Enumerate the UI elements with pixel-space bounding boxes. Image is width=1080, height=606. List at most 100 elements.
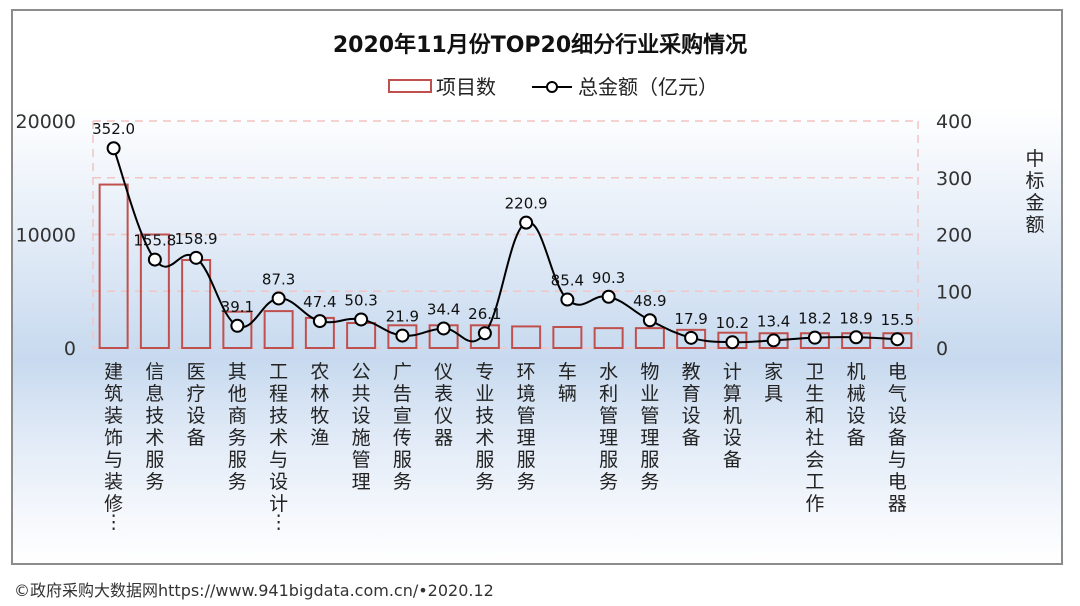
category-char: 理 — [640, 427, 659, 449]
category-char: 术 — [269, 427, 288, 449]
category-char: 业 — [640, 383, 659, 405]
category-char: 设 — [682, 405, 701, 427]
category-char: 育 — [682, 383, 701, 405]
category-char: 技 — [269, 405, 288, 427]
category-char: 服 — [228, 449, 247, 471]
category-char: 机 — [723, 405, 742, 427]
bar — [181, 259, 212, 350]
data-label: 26.1 — [468, 305, 501, 323]
data-label: 18.2 — [798, 310, 831, 328]
category-char: 辆 — [558, 383, 577, 405]
category-char: 算 — [723, 383, 742, 405]
category-char: 务 — [228, 471, 247, 493]
category-char: 他 — [228, 383, 247, 405]
amount-line — [112, 147, 898, 344]
bar — [593, 327, 624, 350]
category-char: 物 — [640, 361, 659, 383]
category-char: 务 — [228, 427, 247, 449]
category-char: 饰 — [104, 427, 123, 449]
chart-frame — [11, 9, 1063, 565]
category-char: 渔 — [310, 427, 329, 449]
line-marker — [354, 312, 369, 327]
category-char: 传 — [393, 427, 412, 449]
y-left-tick-label: 10000 — [16, 225, 76, 247]
data-label: 13.4 — [757, 312, 790, 330]
data-label: 158.9 — [175, 230, 218, 248]
line-marker — [271, 291, 286, 306]
category-char: 管 — [640, 405, 659, 427]
category-char: 械 — [847, 383, 866, 405]
category-char: 其 — [228, 361, 247, 383]
category-char: 共 — [352, 383, 371, 405]
category-char: 与 — [269, 449, 288, 471]
category-char: 建 — [104, 361, 123, 383]
category-char: 林 — [310, 383, 329, 405]
legend: 项目数 总金额（亿元） — [388, 75, 718, 99]
category-char: 服 — [475, 449, 494, 471]
y-axis-left: 0 10000 20000 — [16, 111, 76, 360]
category-char: 境 — [517, 383, 536, 405]
x-axis-categories: 建筑装饰与装修⋮信息技术服务医疗设备其他商务服务工程技术与设计⋮农林牧渔公共设施… — [104, 361, 907, 533]
category-char: 技 — [145, 405, 164, 427]
category-char: 务 — [517, 471, 536, 493]
legend-marker-icon — [546, 81, 558, 93]
category-char: 设 — [269, 471, 288, 493]
category-char: 商 — [228, 405, 247, 427]
category-char: 家 — [764, 361, 783, 383]
data-label: 85.4 — [551, 272, 584, 290]
footer-credit: ©政府采购大数据网https://www.941bigdata.com.cn/•… — [14, 581, 494, 600]
category-char: 作 — [805, 493, 824, 515]
bar — [98, 183, 129, 349]
category-char: 理 — [599, 427, 618, 449]
category-char: 务 — [640, 471, 659, 493]
category-char: 备 — [847, 427, 866, 449]
y-right-tick-label: 300 — [936, 168, 972, 190]
data-label: 39.1 — [221, 298, 254, 316]
data-label: 47.4 — [303, 293, 336, 311]
category-char: 设 — [847, 405, 866, 427]
category-char: 装 — [104, 405, 123, 427]
category-char: 服 — [640, 449, 659, 471]
category-char: 管 — [599, 405, 618, 427]
category-char: 务 — [145, 471, 164, 493]
category-char: 广 — [393, 361, 412, 383]
data-label: 34.4 — [427, 300, 460, 318]
category-char: 具 — [764, 383, 783, 405]
category-char: 专 — [475, 361, 494, 383]
y-left-tick-label: 0 — [64, 338, 76, 360]
y-right-title-char: 金 — [1025, 192, 1044, 214]
line-marker — [395, 328, 410, 343]
category-char: ⋮ — [269, 511, 288, 533]
category-char: 卫 — [805, 361, 824, 383]
data-label: 352.0 — [92, 120, 135, 138]
category-char: 备 — [888, 427, 907, 449]
category-char: 装 — [104, 471, 123, 493]
bar — [552, 326, 583, 350]
category-char: 气 — [888, 383, 907, 405]
y-right-title-char: 标 — [1025, 170, 1044, 192]
category-char: 计 — [723, 361, 742, 383]
bar — [139, 233, 170, 349]
line-marker — [189, 250, 204, 265]
category-char: 工 — [805, 471, 824, 493]
line-marker — [601, 289, 616, 304]
line-markers — [106, 141, 905, 350]
category-char: 水 — [599, 361, 618, 383]
bar — [222, 310, 253, 349]
category-char: 教 — [682, 361, 701, 383]
y-right-tick-label: 0 — [936, 338, 948, 360]
y-left-tick-label: 20000 — [16, 111, 76, 133]
category-char: 农 — [310, 361, 329, 383]
category-char: 生 — [805, 383, 824, 405]
category-char: 设 — [723, 427, 742, 449]
category-char: 牧 — [310, 405, 329, 427]
